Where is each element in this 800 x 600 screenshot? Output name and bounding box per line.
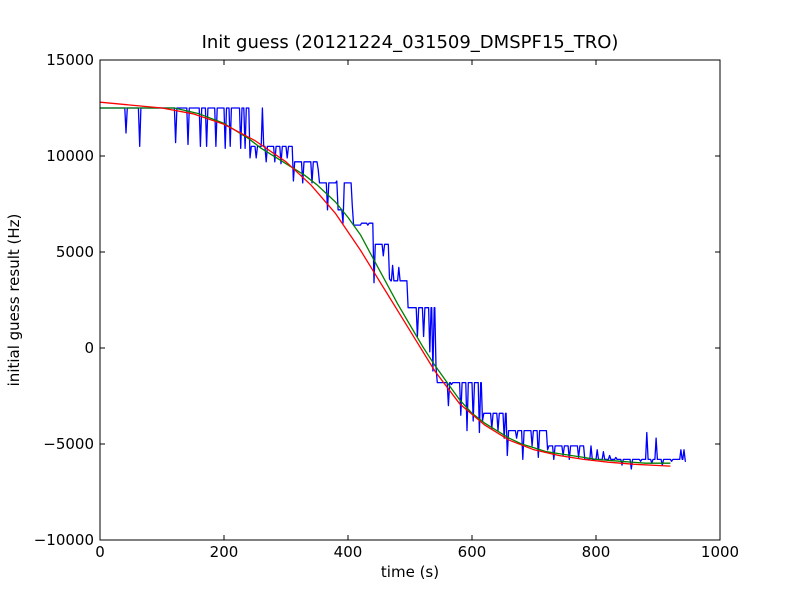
chart-title: Init guess (20121224_031509_DMSPF15_TRO) bbox=[202, 32, 619, 53]
y-tick-label: −10000 bbox=[34, 531, 94, 549]
y-axis-label: initial guess result (Hz) bbox=[5, 214, 23, 387]
y-tick-label: −5000 bbox=[43, 435, 94, 453]
x-tick-label: 800 bbox=[582, 543, 611, 561]
series-line-1 bbox=[100, 107, 686, 470]
series-group bbox=[100, 101, 686, 470]
ticks-group: 0 200 400 600 800 1000 −10000 −5000 0 5000 10000 15… bbox=[34, 51, 739, 561]
y-tick-label: 0 bbox=[84, 339, 94, 357]
plot-area bbox=[100, 60, 720, 540]
x-tick-label: 1000 bbox=[701, 543, 739, 561]
series-line-2 bbox=[100, 107, 671, 464]
y-tick-label: 5000 bbox=[56, 243, 94, 261]
x-tick-label: 600 bbox=[458, 543, 487, 561]
x-axis-label: time (s) bbox=[381, 563, 439, 581]
series-line-3 bbox=[100, 101, 671, 467]
y-tick-label: 10000 bbox=[46, 147, 94, 165]
y-tick-label: 15000 bbox=[46, 51, 94, 69]
x-tick-label: 400 bbox=[334, 543, 363, 561]
x-tick-label: 0 bbox=[95, 543, 105, 561]
plot-frame bbox=[99, 59, 721, 541]
x-tick-label: 200 bbox=[210, 543, 239, 561]
